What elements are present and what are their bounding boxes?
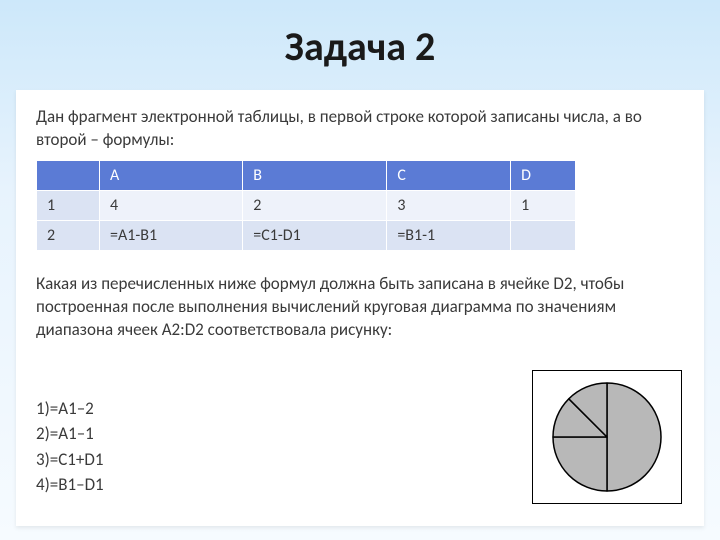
table-row: 1 4 2 3 1: [37, 190, 576, 220]
cell-B2: =C1-D1: [243, 220, 387, 250]
pie-chart-box: [532, 370, 682, 504]
col-D: D: [511, 160, 576, 190]
content-card: Дан фрагмент электронной таблицы, в перв…: [16, 90, 704, 526]
slide: Задача 2 Дан фрагмент электронной таблиц…: [0, 0, 720, 540]
cell-C1: 3: [387, 190, 511, 220]
pie-chart-icon: [547, 377, 667, 497]
page-title: Задача 2: [0, 0, 720, 71]
cell-D2: [511, 220, 576, 250]
col-B: B: [243, 160, 387, 190]
table-row: 2 =A1-B1 =C1-D1 =B1-1: [37, 220, 576, 250]
cell-C2: =B1-1: [387, 220, 511, 250]
intro-text: Дан фрагмент электронной таблицы, в перв…: [36, 106, 684, 152]
header-corner: [37, 160, 100, 190]
cell-D1: 1: [511, 190, 576, 220]
row-label-2: 2: [37, 220, 100, 250]
cell-B1: 2: [243, 190, 387, 220]
question-text: Какая из перечисленных ниже формул должн…: [36, 273, 684, 342]
cell-A2: =A1-B1: [100, 220, 243, 250]
col-C: C: [387, 160, 511, 190]
table-header-row: A B C D: [37, 160, 576, 190]
col-A: A: [100, 160, 243, 190]
spreadsheet-table: A B C D 1 4 2 3 1 2 =A1-B1 =C1-D1 =B1-1: [36, 160, 576, 251]
row-label-1: 1: [37, 190, 100, 220]
cell-A1: 4: [100, 190, 243, 220]
